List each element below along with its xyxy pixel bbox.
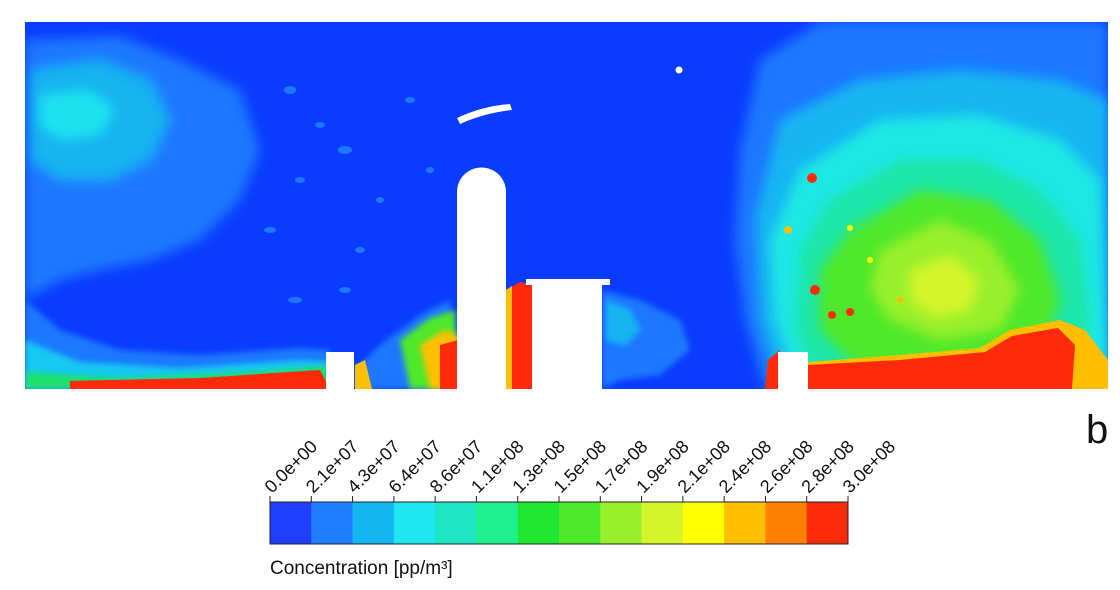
colorbar-segment (476, 502, 519, 544)
left-light-region (25, 36, 260, 300)
colorbar-segment (724, 502, 766, 544)
colorbar-segment (682, 502, 725, 544)
colorbar-segment (600, 502, 643, 544)
contour-plot-domain (25, 22, 1108, 389)
colorbar-segment (641, 502, 684, 544)
panel-label: b (1086, 408, 1109, 452)
colorbar-segment (765, 502, 808, 544)
obstacle-small-right (778, 352, 808, 389)
colorbar: 0.0e+002.1e+074.3e+076.4e+078.6e+071.1e+… (261, 436, 899, 545)
floating-arc (457, 104, 512, 124)
upper-middle-blobs (264, 86, 434, 303)
colorbar-segment (806, 502, 849, 544)
obstacle-building-roof (526, 279, 610, 285)
colorbar-segment (559, 502, 601, 544)
colorbar-title: Concentration [pp/m³] (270, 558, 453, 579)
obstacle-building (532, 284, 602, 389)
obstacles (326, 66, 808, 389)
right-of-building-region (602, 290, 690, 389)
colorbar-segment (270, 502, 312, 544)
obstacle-tower (457, 167, 506, 389)
obstacle-small-left (326, 352, 354, 389)
left-floor-region (25, 300, 330, 389)
middle-left-region (355, 300, 458, 389)
colorbar-segment (352, 502, 395, 544)
colorbar-segment (393, 502, 436, 544)
colorbar-segment (435, 502, 477, 544)
colorbar-segment (311, 502, 354, 544)
floating-dot (675, 66, 683, 74)
right-plume-region (735, 22, 1108, 389)
colorbar-segment (517, 502, 560, 544)
street-canyon-region (506, 282, 532, 389)
